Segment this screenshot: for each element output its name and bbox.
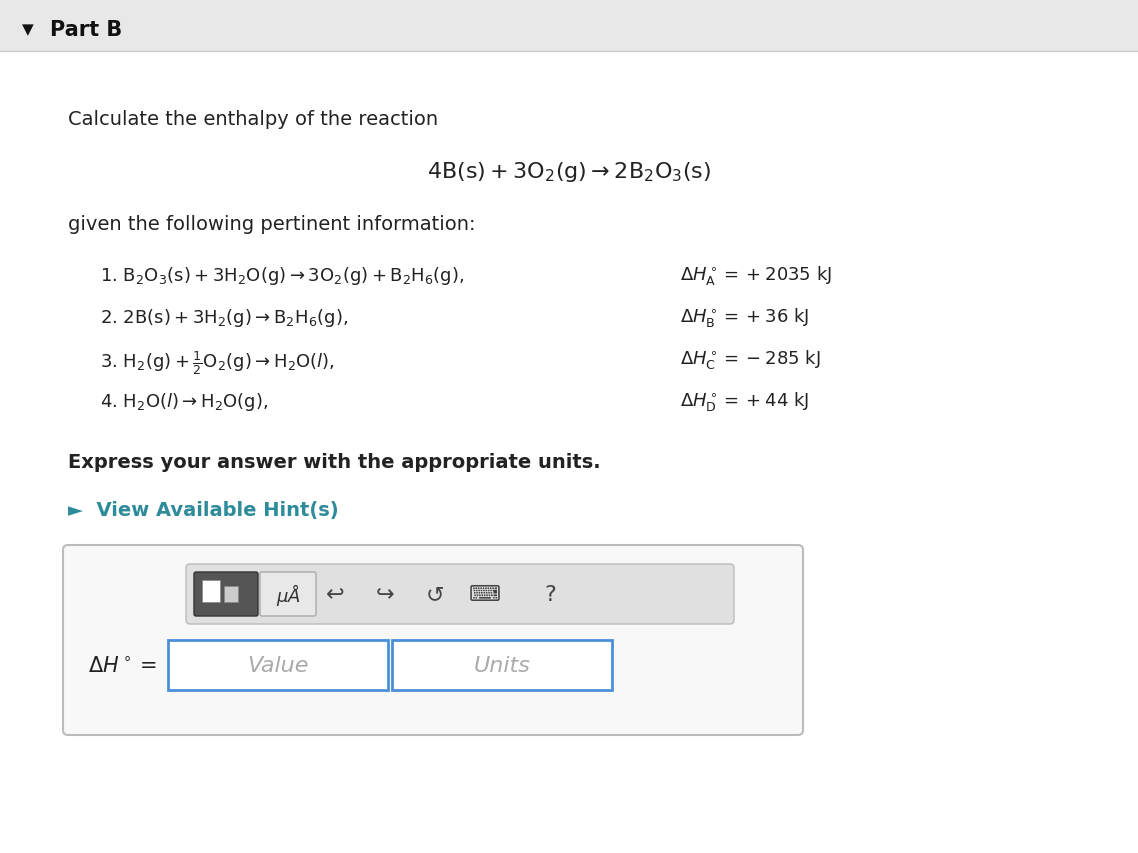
FancyBboxPatch shape	[0, 0, 1138, 52]
Text: Units: Units	[473, 655, 530, 676]
FancyBboxPatch shape	[168, 641, 388, 690]
Text: $\Delta H^\circ_\mathrm{C} = -285\ \mathrm{kJ}$: $\Delta H^\circ_\mathrm{C} = -285\ \math…	[681, 349, 820, 372]
Text: Value: Value	[247, 655, 308, 676]
Text: ↺: ↺	[426, 584, 444, 604]
FancyBboxPatch shape	[203, 580, 220, 602]
FancyBboxPatch shape	[391, 641, 612, 690]
Text: ►  View Available Hint(s): ► View Available Hint(s)	[68, 501, 339, 519]
Text: Calculate the enthalpy of the reaction: Calculate the enthalpy of the reaction	[68, 110, 438, 129]
Text: 4. $\mathrm{H_2O(\mathit{l})\rightarrow H_2O(g)}$,: 4. $\mathrm{H_2O(\mathit{l})\rightarrow …	[100, 391, 269, 413]
FancyBboxPatch shape	[224, 586, 238, 602]
Text: Express your answer with the appropriate units.: Express your answer with the appropriate…	[68, 452, 601, 472]
Text: 1. $\mathrm{B_2O_3(s) + 3H_2O(g)\rightarrow 3O_2(g) + B_2H_6(g)}$,: 1. $\mathrm{B_2O_3(s) + 3H_2O(g)\rightar…	[100, 264, 464, 287]
Text: $\Delta H^\circ =$: $\Delta H^\circ =$	[88, 655, 156, 676]
FancyBboxPatch shape	[0, 52, 1138, 853]
Text: ↪: ↪	[376, 584, 394, 604]
Text: $\Delta H^\circ_\mathrm{D} = +44\ \mathrm{kJ}$: $\Delta H^\circ_\mathrm{D} = +44\ \mathr…	[681, 391, 809, 414]
Text: $\Delta H^\circ_\mathrm{B} = +36\ \mathrm{kJ}$: $\Delta H^\circ_\mathrm{B} = +36\ \mathr…	[681, 306, 809, 329]
FancyBboxPatch shape	[185, 565, 734, 624]
Text: Part B: Part B	[50, 20, 122, 40]
Text: ⌨: ⌨	[469, 584, 501, 604]
Text: $4\mathrm{B}(\mathrm{s}) + 3\mathrm{O}_2(\mathrm{g})\rightarrow 2\mathrm{B}_2\ma: $4\mathrm{B}(\mathrm{s}) + 3\mathrm{O}_2…	[427, 160, 711, 183]
Text: ↩: ↩	[325, 584, 345, 604]
FancyBboxPatch shape	[63, 545, 803, 735]
Text: given the following pertinent information:: given the following pertinent informatio…	[68, 215, 476, 234]
Text: 3. $\mathrm{H_2(g) + \frac{1}{2}O_2(g)\rightarrow H_2O(\mathit{l})}$,: 3. $\mathrm{H_2(g) + \frac{1}{2}O_2(g)\r…	[100, 349, 335, 376]
Text: ?: ?	[544, 584, 555, 604]
Text: 2. $\mathrm{2B(s) + 3H_2(g)\rightarrow B_2H_6(g)}$,: 2. $\mathrm{2B(s) + 3H_2(g)\rightarrow B…	[100, 306, 348, 328]
Text: $\Delta H^\circ_\mathrm{A} = +2035\ \mathrm{kJ}$: $\Delta H^\circ_\mathrm{A} = +2035\ \mat…	[681, 264, 832, 287]
FancyBboxPatch shape	[193, 572, 258, 616]
Text: ▼: ▼	[22, 22, 34, 38]
Text: $\mu\AA$: $\mu\AA$	[275, 581, 300, 607]
FancyBboxPatch shape	[259, 572, 316, 616]
